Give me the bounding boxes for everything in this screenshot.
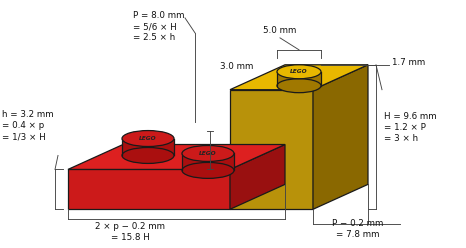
Polygon shape <box>68 145 285 169</box>
Text: LEGO: LEGO <box>290 69 308 74</box>
Text: 2 × p − 0.2 mm
= 15.8 H: 2 × p − 0.2 mm = 15.8 H <box>95 222 165 242</box>
Ellipse shape <box>277 79 321 93</box>
Text: LEGO: LEGO <box>199 151 217 156</box>
Polygon shape <box>230 145 285 209</box>
Text: h = 3.2 mm
= 0.4 × p
= 1/3 × H: h = 3.2 mm = 0.4 × p = 1/3 × H <box>2 110 54 141</box>
Polygon shape <box>230 65 368 90</box>
Ellipse shape <box>122 148 174 163</box>
Polygon shape <box>182 154 234 170</box>
Text: 3.0 mm: 3.0 mm <box>220 62 254 71</box>
Polygon shape <box>68 169 230 209</box>
Polygon shape <box>313 65 368 209</box>
Text: LEGO: LEGO <box>139 136 157 141</box>
Text: H = 9.6 mm
= 1.2 × P
= 3 × h: H = 9.6 mm = 1.2 × P = 3 × h <box>384 112 437 143</box>
Polygon shape <box>230 90 313 209</box>
Ellipse shape <box>277 65 321 79</box>
Ellipse shape <box>182 146 234 161</box>
Text: 1.7 mm: 1.7 mm <box>392 58 425 67</box>
Ellipse shape <box>122 130 174 147</box>
Text: P = 8.0 mm
= 5/6 × H
= 2.5 × h: P = 8.0 mm = 5/6 × H = 2.5 × h <box>133 11 185 42</box>
Text: 5.0 mm: 5.0 mm <box>263 26 297 35</box>
Polygon shape <box>122 139 174 155</box>
Text: P − 0.2 mm
= 7.8 mm: P − 0.2 mm = 7.8 mm <box>332 219 384 239</box>
Ellipse shape <box>182 162 234 178</box>
Polygon shape <box>277 72 321 86</box>
